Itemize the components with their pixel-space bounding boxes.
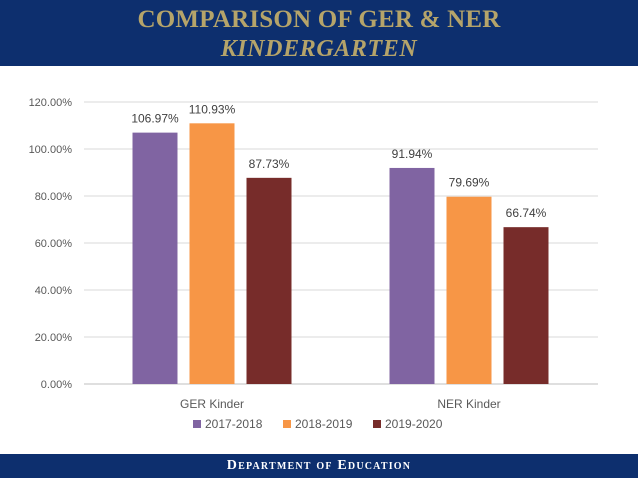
data-label: 110.93% (189, 102, 236, 116)
x-tick-label: GER Kinder (180, 397, 244, 411)
y-tick-label: 120.00% (29, 97, 73, 109)
x-tick-label: NER Kinder (437, 397, 500, 411)
y-tick-label: 40.00% (35, 285, 73, 297)
slide-subtitle: KINDERGARTEN (220, 36, 418, 62)
y-tick-label: 0.00% (41, 379, 72, 391)
bar (503, 227, 549, 384)
legend-label: 2018-2019 (295, 417, 353, 431)
slide-footer: Department of Education (0, 454, 638, 478)
data-label: 87.73% (249, 157, 290, 171)
chart-area: 0.00% 20.00% 40.00% 60.00% 80.00% 100.00% 120.… (0, 66, 638, 459)
y-tick-label: 60.00% (35, 238, 73, 250)
legend-swatch (283, 420, 291, 428)
slide-header: COMPARISON OF GER & NER KINDERGARTEN (0, 0, 638, 66)
bar (446, 196, 492, 384)
legend-label: 2019-2020 (385, 417, 443, 431)
slide-title: COMPARISON OF GER & NER (137, 6, 501, 33)
legend-swatch (373, 420, 381, 428)
data-label: 79.69% (449, 176, 490, 190)
y-tick-label: 80.00% (35, 191, 73, 203)
legend-swatch (193, 420, 201, 428)
bar (389, 167, 435, 384)
y-tick-label: 20.00% (35, 332, 73, 344)
data-label: 106.97% (131, 112, 179, 126)
bar-chart: 0.00% 20.00% 40.00% 60.00% 80.00% 100.00% 120.… (29, 97, 598, 431)
data-label: 66.74% (506, 206, 547, 220)
data-label: 91.94% (392, 147, 433, 161)
bar (246, 177, 292, 384)
legend-label: 2017-2018 (205, 417, 263, 431)
bar (189, 123, 235, 384)
bar (132, 132, 178, 384)
y-tick-label: 100.00% (29, 144, 73, 156)
